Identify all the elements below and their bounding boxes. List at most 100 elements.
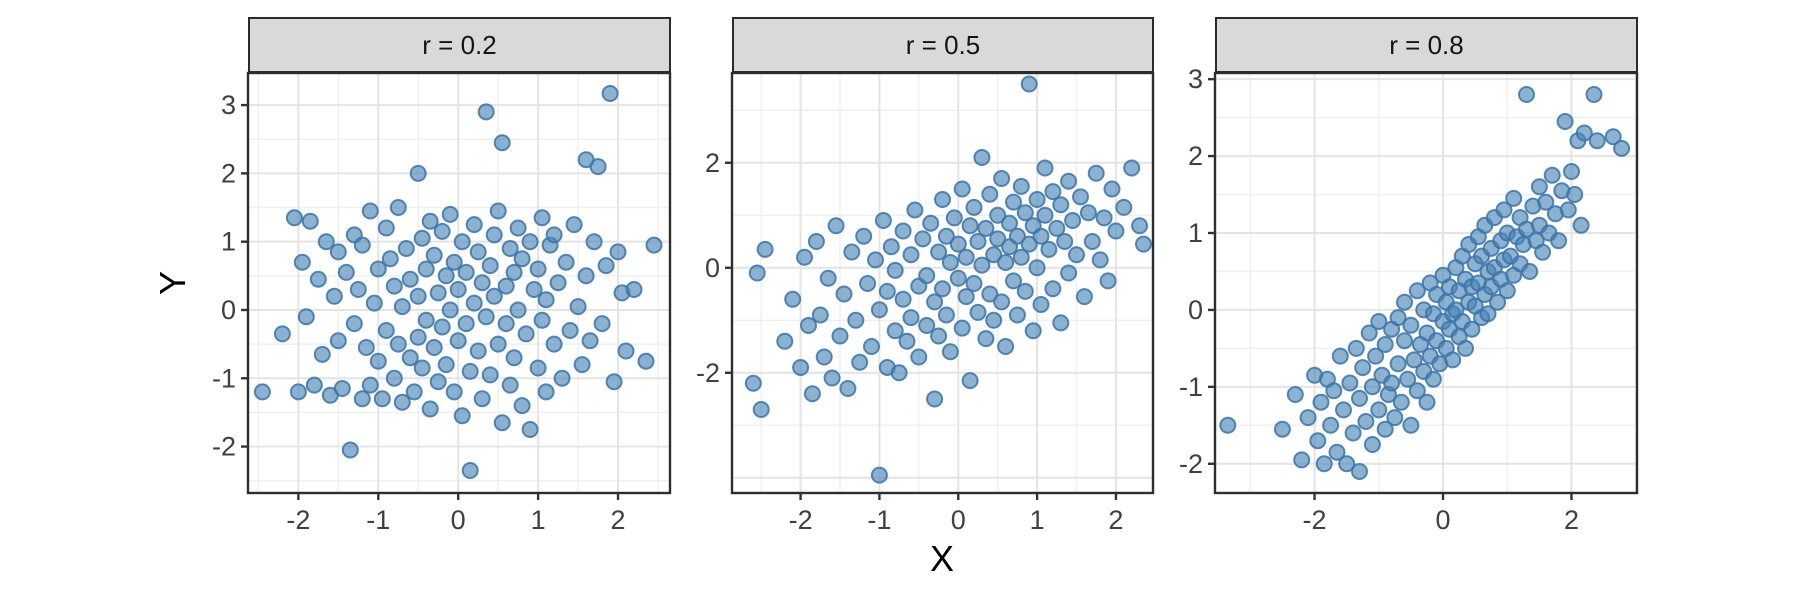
data-point (593, 315, 611, 333)
data-point (969, 233, 987, 250)
data-point (1016, 204, 1034, 222)
data-point (545, 226, 563, 244)
y-tick-label: 2 (221, 158, 236, 188)
y-tick-label: -1 (1179, 372, 1203, 402)
data-point (882, 238, 900, 256)
data-point (1068, 246, 1085, 264)
data-point (1131, 217, 1149, 235)
data-point (981, 185, 999, 203)
data-point (513, 397, 531, 415)
data-point (1309, 432, 1327, 450)
data-point (413, 359, 431, 377)
y-tick-label: 1 (1188, 218, 1203, 248)
data-point (413, 229, 431, 247)
data-point (1418, 393, 1436, 411)
x-tick-label: 2 (1564, 505, 1579, 535)
data-point (815, 348, 833, 366)
data-point (1575, 124, 1593, 142)
facet-0-points (253, 85, 663, 479)
data-point (898, 332, 916, 350)
data-point (1075, 288, 1093, 306)
data-point (1219, 416, 1237, 434)
data-point (465, 294, 483, 312)
data-point (1005, 193, 1022, 211)
data-point (529, 359, 547, 377)
data-point (605, 373, 623, 391)
data-point (361, 202, 379, 220)
data-point (273, 325, 291, 343)
data-point (1048, 219, 1066, 237)
data-point (1293, 451, 1311, 469)
data-point (393, 298, 411, 316)
data-point (1376, 420, 1394, 438)
data-point (1351, 389, 1368, 407)
data-point (305, 376, 323, 394)
data-point (1012, 248, 1030, 266)
data-point (870, 301, 888, 319)
data-point (847, 311, 865, 329)
data-point (930, 327, 948, 345)
data-point (409, 328, 427, 346)
y-tick-label: 3 (221, 90, 236, 120)
data-point (851, 353, 869, 371)
data-point (469, 342, 487, 360)
facet-strip-r08: r = 0.8 (1215, 17, 1638, 73)
data-point (803, 385, 821, 403)
data-point (886, 261, 904, 279)
data-point (941, 343, 959, 361)
data-point (617, 342, 635, 360)
data-point (509, 219, 527, 237)
data-point (1572, 216, 1590, 234)
data-point (993, 170, 1011, 187)
data-point (1032, 227, 1050, 245)
data-point (1335, 401, 1352, 419)
data-point (965, 198, 983, 216)
data-point (1024, 322, 1042, 340)
facet-panel-1: 2 0 -2 -2 -1 0 1 2 (696, 71, 1155, 535)
data-point (1444, 351, 1462, 369)
data-point (1273, 420, 1291, 438)
data-point (405, 383, 423, 401)
data-point (1103, 180, 1121, 198)
data-point (549, 274, 567, 292)
data-point (485, 226, 503, 244)
data-point (977, 330, 995, 348)
data-point (1556, 113, 1574, 130)
y-tick-label: 2 (1188, 141, 1203, 171)
data-point (497, 315, 515, 333)
data-point (827, 217, 845, 235)
data-point (301, 212, 319, 230)
data-point (537, 291, 555, 309)
data-point (792, 359, 810, 376)
panel-border (730, 71, 1155, 495)
data-point (397, 240, 415, 257)
data-point (1585, 86, 1603, 103)
data-point (309, 270, 327, 288)
data-point (1351, 463, 1368, 480)
data-point (1044, 183, 1062, 201)
data-point (485, 287, 503, 305)
data-point (811, 306, 829, 324)
x-tick-label: -2 (1303, 505, 1327, 535)
data-point (906, 201, 924, 219)
data-point (553, 369, 571, 387)
data-point (389, 199, 407, 216)
data-point (441, 301, 459, 319)
data-point (517, 325, 535, 343)
data-point (949, 269, 967, 287)
data-point (1095, 209, 1113, 227)
data-point (859, 275, 877, 292)
data-point (421, 212, 439, 230)
data-point (949, 235, 967, 253)
data-point (433, 222, 451, 240)
x-tick-label: -1 (867, 505, 891, 535)
data-point (1079, 204, 1097, 222)
data-point (1357, 413, 1375, 430)
data-point (1064, 212, 1082, 229)
data-point (441, 205, 459, 223)
data-point (401, 270, 419, 288)
data-point (1331, 347, 1349, 365)
data-point (1001, 214, 1018, 232)
data-point (645, 236, 663, 254)
data-point (473, 390, 491, 408)
